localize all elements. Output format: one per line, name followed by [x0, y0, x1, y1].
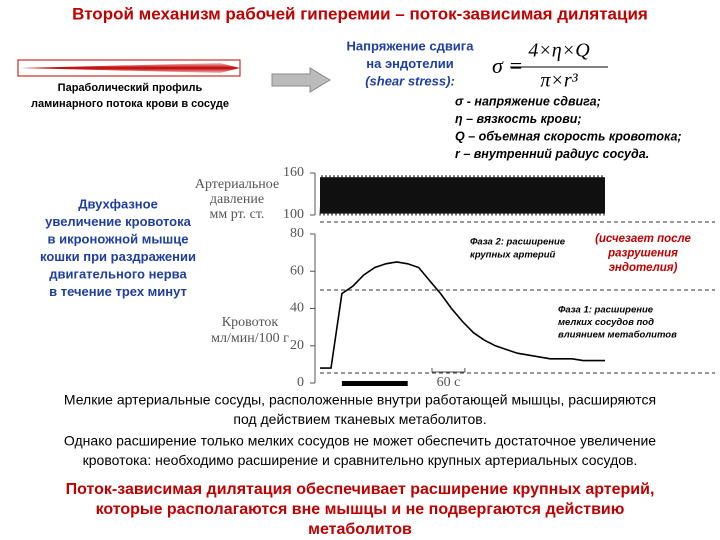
formula-numerator: 4×η×Q	[528, 40, 590, 62]
y-tick-label: 60	[290, 263, 304, 278]
shear-label: на эндотелии	[366, 56, 453, 71]
stimulus-bar	[341, 381, 408, 386]
shear-label: Напряжение сдвига	[347, 38, 475, 53]
scale-bar	[431, 368, 466, 373]
body-text: кровотока: необходимо расширение и сравн…	[83, 452, 638, 468]
phase1-label: влиянием метаболитов	[558, 330, 677, 341]
pressure-tick-label: 160	[283, 165, 304, 180]
endothelium-note: (исчезает после	[595, 233, 691, 245]
formula-lhs: σ =	[492, 53, 523, 78]
definition: η – вязкость крови;	[455, 112, 582, 126]
left-note: кошки при раздражении	[40, 249, 196, 264]
y-axis-label: мл/мин/100 г	[211, 331, 289, 346]
definition: Q – объемная скорость кровотока;	[455, 129, 682, 143]
left-note: в икроножной мышце	[48, 231, 189, 246]
phase2-label: Фаза 2: расширение	[470, 237, 566, 248]
flow-line	[320, 261, 605, 369]
pressure-axis-label: давление	[210, 192, 264, 207]
conclusion: которые располагаются вне мышцы и не под…	[96, 501, 625, 518]
endothelium-note: разрушения	[607, 248, 678, 260]
pressure-tick-label: 100	[283, 207, 304, 222]
body-text: под действием тканевых метаболитов.	[233, 411, 486, 427]
pressure-noise	[319, 175, 605, 216]
conclusion: Поток-зависимая дилятация обеспечивает р…	[66, 481, 655, 498]
profile-label: ламинарного потока крови в сосуде	[31, 98, 229, 110]
formula-denominator: π×r³	[540, 70, 578, 92]
arrow	[271, 67, 331, 93]
profile-label: Параболический профиль	[58, 82, 203, 94]
shear-label: (shear stress):	[365, 73, 455, 88]
y-tick-label: 20	[290, 338, 304, 353]
left-note: Двухфазное	[78, 196, 158, 211]
y-axis-label: Кровоток	[222, 315, 279, 330]
scale-bar-label: 60 с	[437, 375, 461, 390]
left-note: увеличение кровотока	[45, 214, 191, 229]
phase1-label: Фаза 1: расширение	[558, 305, 654, 316]
y-tick-label: 0	[297, 375, 304, 390]
body-text: Мелкие артериальные сосуды, расположенны…	[64, 392, 656, 408]
vessel-illustration	[17, 59, 241, 77]
conclusion: метаболитов	[308, 521, 412, 538]
y-tick-label: 40	[290, 301, 304, 316]
body-text: Однако расширение только мелких сосудов …	[64, 433, 656, 449]
definition: σ - напряжение сдвига;	[455, 94, 601, 108]
pressure-axis-label: Артериальное	[195, 177, 279, 192]
endothelium-note: эндотелия)	[609, 262, 678, 274]
definition: r – внутренний радиус сосуда.	[455, 147, 649, 161]
title: Второй механизм рабочей гиперемии – пото…	[72, 4, 648, 23]
left-note: двигательного нерва	[49, 266, 187, 281]
y-tick-label: 80	[290, 226, 304, 241]
left-note: в течение трех минут	[49, 284, 187, 299]
phase2-label: крупных артерий	[470, 250, 556, 261]
pressure-axis-label: мм рт. ст.	[210, 207, 265, 222]
phase1-label: мелких сосудов под	[558, 317, 654, 328]
